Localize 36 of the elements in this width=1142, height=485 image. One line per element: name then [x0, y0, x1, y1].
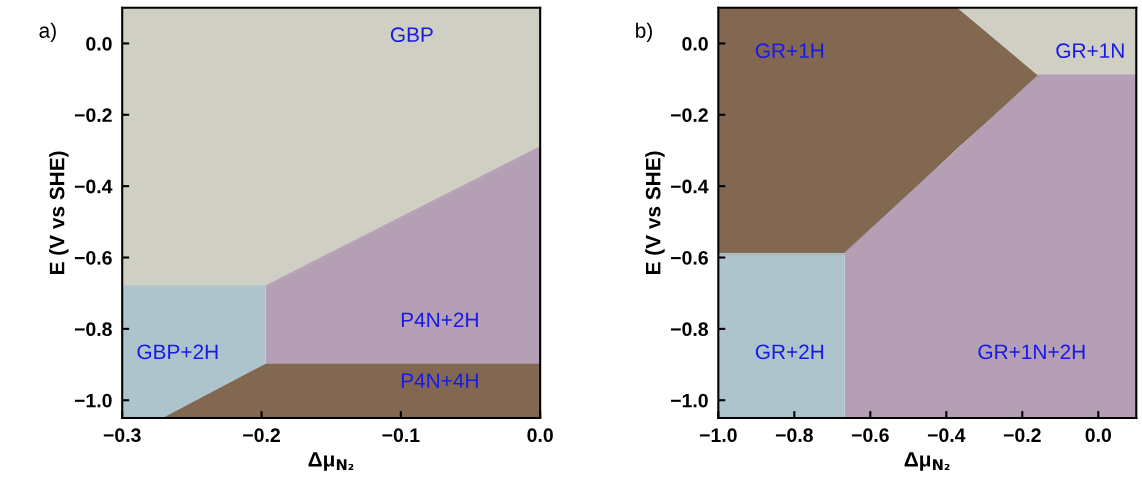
- annotation: P4N+2H: [401, 312, 478, 328]
- x-axis-title: Δμ$_{N₂}$: [904, 452, 950, 471]
- x-tick-label: −0.1: [382, 428, 420, 443]
- x-tick-label: −1.0: [699, 428, 737, 443]
- y-tick-label: −0.4: [671, 179, 709, 194]
- text: b): [636, 22, 652, 43]
- y-tick-label: −0.6: [671, 250, 708, 265]
- y-tick-label: −0.8: [671, 322, 708, 337]
- y-axis-title: E (V vs SHE): [645, 151, 665, 275]
- y-tick-label: 0.0: [86, 36, 112, 51]
- x-axis-title: Δμ$_{N₂}$: [308, 452, 354, 471]
- annotation: GR+1N+2H: [978, 344, 1085, 360]
- y-tick-label: −0.8: [74, 322, 112, 337]
- x-tick-label: −0.3: [103, 428, 141, 443]
- y-tick-label: −0.6: [74, 250, 112, 265]
- x-tick-label: −0.6: [851, 428, 889, 443]
- y-tick-label: −1.0: [74, 393, 112, 408]
- x-tick-label: −0.2: [243, 428, 280, 443]
- x-tick-label: −0.4: [927, 428, 966, 443]
- annotation: P4N+4H: [401, 373, 478, 388]
- annotation: GBP+2H: [137, 344, 218, 360]
- text: a): [39, 22, 56, 43]
- annotation: GR+2H: [755, 344, 824, 360]
- y-tick-label: −0.2: [74, 108, 112, 123]
- x-tick-label: 0.0: [1085, 428, 1112, 443]
- annotation: GR+1N: [1056, 43, 1124, 59]
- y-axis-title: E (V vs SHE): [49, 151, 69, 275]
- y-tick-label: −0.2: [671, 108, 708, 123]
- annotation: GR+1H: [755, 43, 824, 59]
- y-tick-label: −0.4: [74, 179, 113, 194]
- annotation: GBP: [390, 27, 433, 43]
- y-tick-label: 0.0: [682, 36, 708, 51]
- y-tick-label: −1.0: [671, 393, 708, 408]
- x-tick-label: −0.2: [1003, 428, 1041, 443]
- x-tick-label: 0.0: [527, 428, 553, 443]
- x-tick-label: −0.8: [775, 428, 813, 443]
